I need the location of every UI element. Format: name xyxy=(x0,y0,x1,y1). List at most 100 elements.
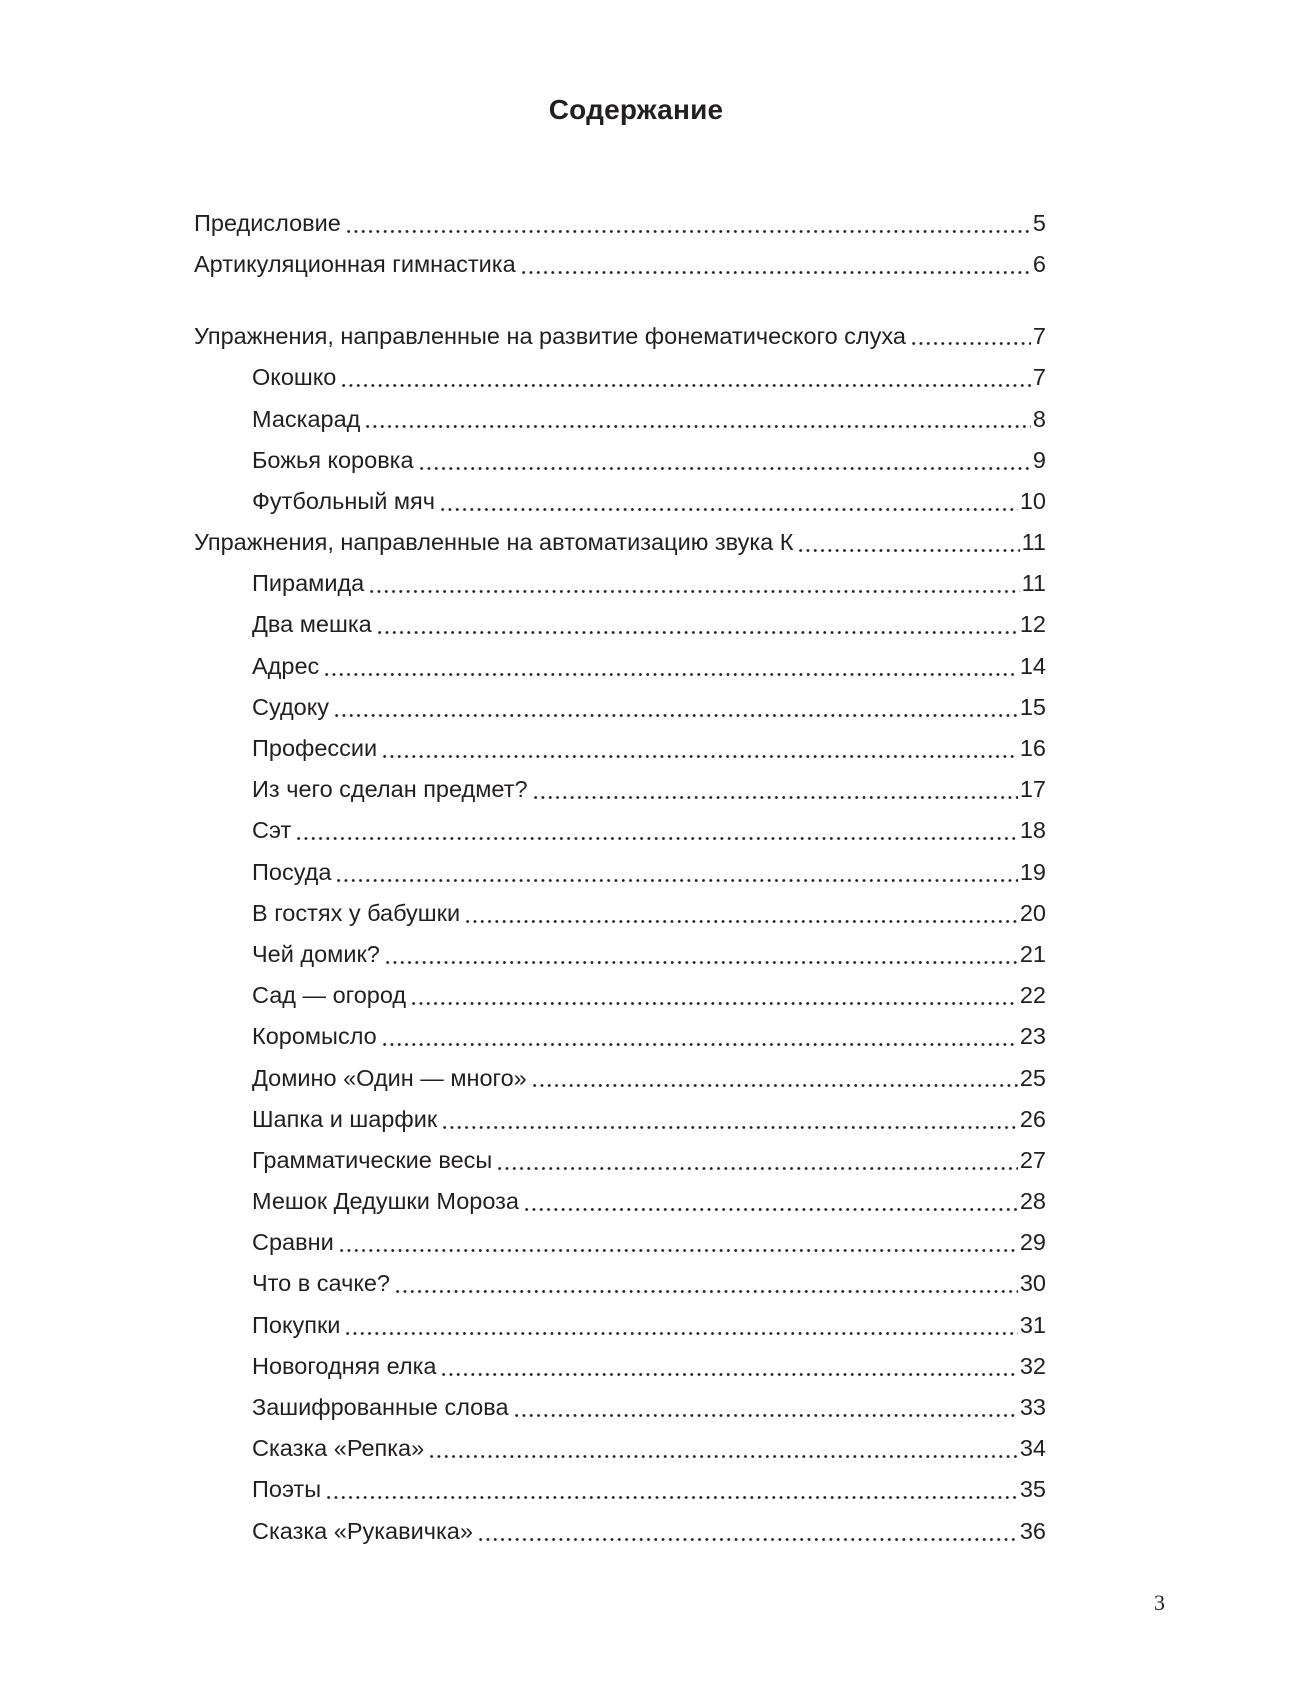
dot-leader xyxy=(325,1469,1018,1511)
toc-entry-title: Покупки xyxy=(252,1311,341,1338)
toc-entry[interactable]: Футбольный мяч 10 xyxy=(194,480,1046,523)
toc-entry[interactable]: Поэты 35 xyxy=(194,1469,1046,1511)
toc-entry-title: Поэты xyxy=(252,1476,322,1503)
toc-entry[interactable]: Артикуляционная гимнастика 6 xyxy=(194,244,1046,286)
toc-entry[interactable]: Чей домик? 21 xyxy=(194,934,1046,976)
toc-entry-page: 29 xyxy=(1019,1229,1046,1256)
toc-entry[interactable]: Сад — огород 22 xyxy=(194,975,1046,1017)
toc-entry-title: Зашифрованные слова xyxy=(252,1394,509,1421)
toc-entry-title: Пирамида xyxy=(252,570,365,597)
toc-entry[interactable]: Судоку 15 xyxy=(194,686,1046,729)
toc-entry-page: 11 xyxy=(1021,529,1046,556)
toc-entry-page: 32 xyxy=(1019,1352,1046,1379)
dot-leader xyxy=(512,1387,1018,1429)
toc-entry[interactable]: Профессии 16 xyxy=(194,728,1046,770)
dot-leader xyxy=(464,892,1018,934)
toc-entry-page: 20 xyxy=(1019,899,1046,926)
toc-entry-title: Судоку xyxy=(252,693,330,720)
toc-entry-page: 12 xyxy=(1019,611,1046,638)
toc-entry-page: 35 xyxy=(1019,1476,1046,1503)
dot-leader xyxy=(383,934,1018,976)
dot-leader xyxy=(337,1222,1018,1264)
toc-entry-page: 33 xyxy=(1019,1394,1046,1421)
toc-entry[interactable]: Покупки 31 xyxy=(194,1304,1046,1346)
toc-entry-title: Профессии xyxy=(252,735,378,762)
dot-leader xyxy=(519,244,1031,286)
toc-entry-title: Окошко xyxy=(252,364,337,391)
toc-entry[interactable]: Мешок Дедушки Мороза 28 xyxy=(194,1181,1046,1223)
toc-entry-title: Сказка «Рукавичка» xyxy=(252,1517,473,1544)
dot-leader xyxy=(439,480,1018,523)
dot-leader xyxy=(410,975,1018,1017)
page-title: Содержание xyxy=(548,94,724,125)
toc-entry-title: Домино «Один — много» xyxy=(252,1064,527,1091)
toc-entry-title: Грамматические весы xyxy=(252,1146,493,1173)
toc-entry[interactable]: Окошко 7 xyxy=(194,357,1046,399)
toc-entry[interactable]: Из чего сделан предмет? 17 xyxy=(194,769,1046,811)
toc-entry-page: 31 xyxy=(1019,1311,1046,1338)
toc-entry-page: 16 xyxy=(1019,735,1046,762)
toc-entry[interactable]: Посуда 19 xyxy=(194,851,1046,893)
toc-entry-page: 30 xyxy=(1019,1270,1046,1297)
toc-entry[interactable]: Шапка и шарфик 26 xyxy=(194,1098,1046,1140)
toc-entry[interactable]: Божья коровка 9 xyxy=(194,439,1046,481)
toc-entry-title: Мешок Дедушки Мороза xyxy=(252,1188,519,1215)
dot-leader xyxy=(523,1181,1018,1223)
dot-leader xyxy=(323,645,1018,687)
toc-entry-title: Артикуляционная гимнастика xyxy=(194,251,516,278)
toc-entry[interactable]: Два мешка 12 xyxy=(194,604,1046,646)
toc-entry-page: 15 xyxy=(1019,693,1046,720)
toc-entry-page: 23 xyxy=(1019,1023,1046,1050)
toc-entry-page: 26 xyxy=(1019,1105,1046,1132)
dot-leader xyxy=(340,357,1031,399)
toc-entry-title: Сад — огород xyxy=(252,982,407,1009)
table-of-contents: Предисловие 5 Артикуляционная гимнастика 6 У… xyxy=(194,203,1046,1552)
dot-leader xyxy=(344,1304,1018,1346)
toc-entry[interactable]: Сэт 18 xyxy=(194,810,1046,852)
dot-leader xyxy=(333,686,1018,729)
toc-entry[interactable]: Адрес 14 xyxy=(194,645,1046,687)
toc-entry[interactable]: Новогодняя елка 32 xyxy=(194,1345,1046,1388)
toc-entry[interactable]: Пирамида 11 xyxy=(194,563,1046,605)
toc-entry[interactable]: Сказка «Рукавичка» 36 xyxy=(194,1510,1046,1552)
toc-entry-title: Упражнения, направленные на автоматизаци… xyxy=(194,529,794,556)
toc-entry[interactable]: Что в сачке? 30 xyxy=(194,1263,1046,1305)
toc-entry-page: 17 xyxy=(1019,776,1046,803)
toc-entry[interactable]: Упражнения, направленные на автоматизаци… xyxy=(194,522,1046,564)
dot-leader xyxy=(441,1098,1018,1140)
toc-entry-page: 28 xyxy=(1019,1188,1046,1215)
toc-entry-page: 21 xyxy=(1019,940,1046,967)
dot-leader xyxy=(364,398,1031,440)
toc-entry-page: 9 xyxy=(1032,446,1046,473)
toc-entry[interactable]: Предисловие 5 xyxy=(194,203,1046,245)
toc-entry-page: 10 xyxy=(1019,487,1046,514)
toc-entry-title: Сказка «Репка» xyxy=(252,1435,425,1462)
toc-entry-title: Футбольный мяч xyxy=(252,487,435,514)
toc-entry-page: 36 xyxy=(1019,1517,1046,1544)
toc-entry[interactable]: Коромысло 23 xyxy=(194,1016,1046,1058)
toc-entry[interactable]: Упражнения, направленные на развитие фон… xyxy=(194,285,1046,357)
toc-entry[interactable]: Грамматические весы 27 xyxy=(194,1139,1046,1182)
toc-entry[interactable]: Зашифрованные слова 33 xyxy=(194,1387,1046,1429)
dot-leader xyxy=(531,769,1018,811)
toc-entry[interactable]: Сравни 29 xyxy=(194,1222,1046,1264)
page-number: 3 xyxy=(1154,1590,1165,1615)
toc-entry[interactable]: Сказка «Репка» 34 xyxy=(194,1428,1046,1470)
toc-entry-page: 11 xyxy=(1021,570,1046,597)
dot-leader xyxy=(417,439,1031,481)
toc-entry-page: 7 xyxy=(1032,323,1046,350)
dot-leader xyxy=(381,728,1018,770)
toc-entry[interactable]: Маскарад 8 xyxy=(194,398,1046,440)
dot-leader xyxy=(428,1428,1018,1470)
dot-leader xyxy=(335,851,1018,893)
toc-entry-title: Шапка и шарфик xyxy=(252,1105,438,1132)
toc-entry-title: Коромысло xyxy=(252,1023,377,1050)
toc-entry-page: 27 xyxy=(1019,1146,1046,1173)
toc-entry-title: Новогодняя елка xyxy=(252,1352,437,1379)
toc-entry-title: Предисловие xyxy=(194,209,341,236)
toc-entry[interactable]: Домино «Один — много» 25 xyxy=(194,1057,1046,1099)
dot-leader xyxy=(476,1510,1018,1552)
dot-leader xyxy=(295,810,1018,852)
dot-leader xyxy=(530,1057,1018,1099)
toc-entry[interactable]: В гостях у бабушки 20 xyxy=(194,892,1046,934)
